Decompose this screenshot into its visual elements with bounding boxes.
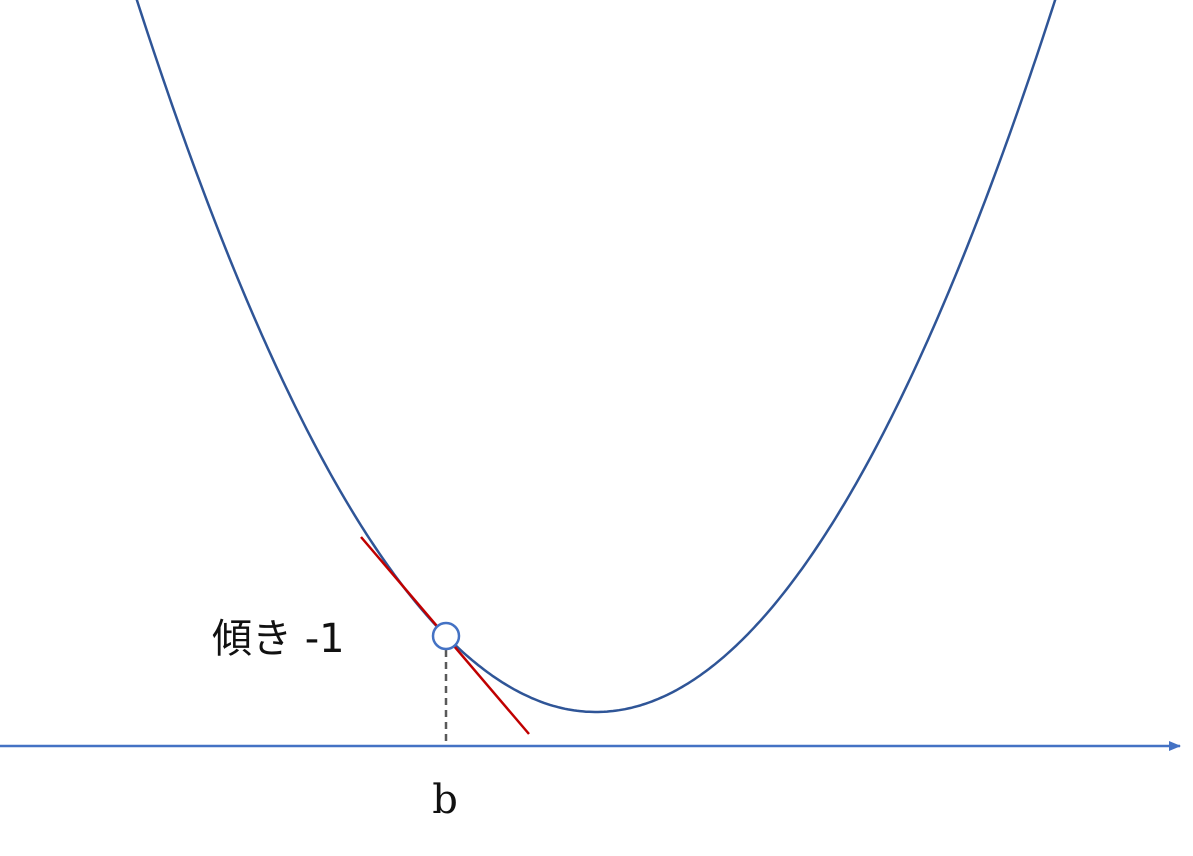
axis-point-label-b: b	[432, 777, 458, 823]
slope-label: 傾き -1	[212, 616, 345, 662]
tangent-point	[431, 621, 461, 651]
parabola-curve	[135, 0, 1057, 714]
